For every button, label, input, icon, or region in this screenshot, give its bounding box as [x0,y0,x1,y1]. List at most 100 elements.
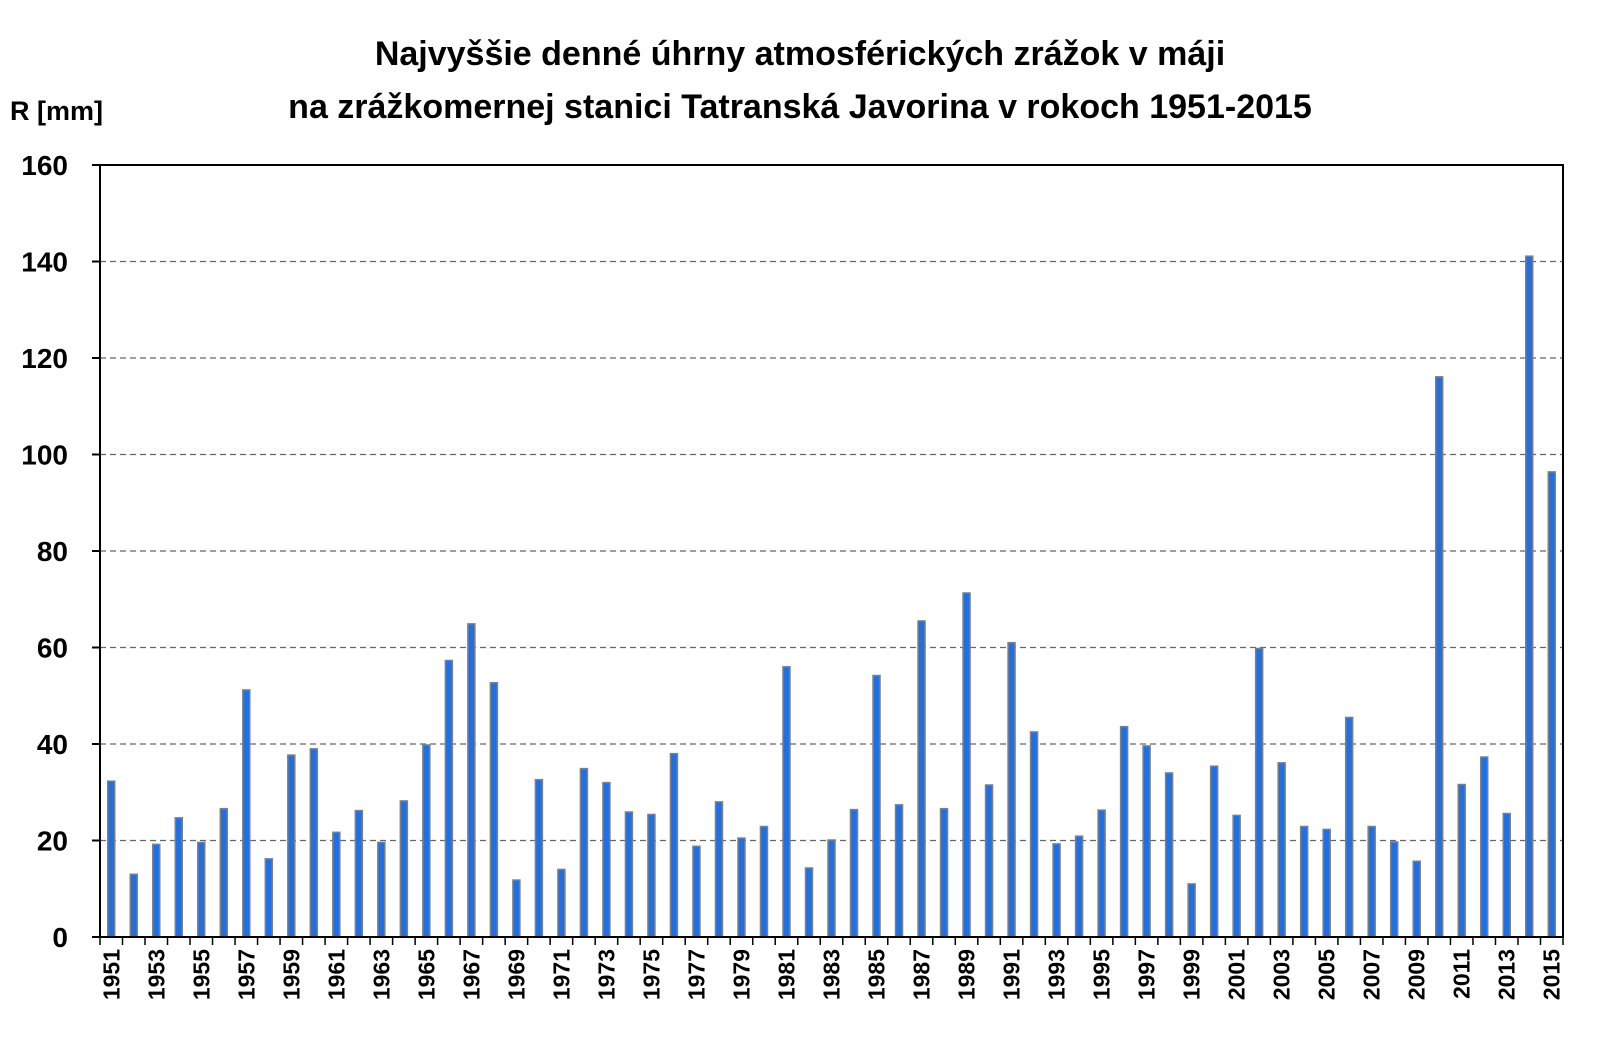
bar [332,831,341,938]
bar [1209,765,1219,938]
bar [174,817,184,938]
bar [714,801,724,938]
bar [579,767,589,938]
bar [1164,772,1174,938]
x-tick-label: 1971 [548,949,574,1000]
bar [1412,860,1421,938]
x-tick-label: 1953 [143,949,169,1000]
x-tick-label: 1991 [999,949,1025,1000]
y-tick-label: 0 [52,922,68,953]
chart-title-line-1: Najvyššie denné úhrny atmosférických zrá… [374,35,1226,73]
bar [827,839,836,938]
x-tick-label: 1957 [233,949,259,1000]
bars [107,255,1556,938]
x-tick-label: 1993 [1044,949,1070,1000]
x-tick-label: 1987 [909,949,935,1000]
x-tick-label: 1985 [864,949,890,1000]
x-tick-label: 2009 [1404,949,1430,1000]
x-tick-label: 1961 [323,949,349,1000]
bar [602,781,611,938]
bar [264,858,274,938]
bar [354,809,364,938]
bar [557,868,566,938]
bar [1074,835,1084,938]
y-tick-label: 100 [21,440,68,471]
bar [309,748,319,938]
bar [219,807,229,938]
bar [129,873,139,938]
bar [1479,756,1489,938]
bar [242,689,251,938]
bar [1502,812,1511,938]
bar [1052,843,1061,938]
x-tick-label: 1965 [413,949,439,1000]
bar [287,754,296,938]
bar [1232,814,1241,938]
bar [1344,716,1354,938]
bar [489,681,499,938]
bar [692,845,701,938]
bar [962,592,971,938]
y-tick-label: 120 [21,343,68,374]
bar [1434,376,1444,938]
bar [107,780,116,938]
x-tick-label: 1967 [458,949,484,1000]
bar [1367,825,1376,938]
x-tick-label: 1955 [188,949,214,1000]
x-tick-label: 1979 [728,949,754,1000]
bar [759,825,769,938]
bar [1389,841,1399,938]
bar [669,752,679,938]
y-tick-label: 20 [37,826,68,857]
y-tick-label: 140 [21,247,68,278]
bar [152,843,161,938]
bar [872,674,881,938]
x-axis: 1951 1953 1955 1957 1959 1961 1963 1965 1967 1969… [98,937,1565,1000]
x-tick-label: 1969 [503,949,529,1000]
x-tick-label: 2013 [1494,949,1520,1000]
x-tick-label: 1981 [773,949,799,1000]
y-tick-label: 40 [37,729,68,760]
x-tick-label: 2011 [1449,949,1475,999]
y-tick-label: 160 [21,150,68,181]
bar [737,837,746,938]
x-tick-label: 1975 [638,949,664,1000]
bar [1119,725,1129,938]
y-tick-label: 80 [37,536,68,567]
bar [1254,647,1264,938]
bar [1457,783,1466,938]
bar [1524,255,1534,938]
x-tick-label: 1997 [1134,949,1160,1000]
x-tick-label: 1983 [819,949,845,1000]
bar [894,804,904,938]
bar [512,879,521,938]
bar [1277,762,1286,938]
bar [939,807,949,938]
chart-title: Najvyššie denné úhrny atmosférických zrá… [0,28,1600,134]
chart-title-line-2: na zrážkomernej stanici Tatranská Javori… [288,88,1312,126]
x-tick-label: 2001 [1224,949,1250,1000]
x-tick-label: 1989 [954,949,980,1000]
bar [647,813,656,938]
x-tick-label: 2015 [1539,949,1565,1000]
bar [1547,471,1556,938]
bar [1097,809,1106,938]
bar [1007,641,1016,938]
bar [399,800,409,938]
x-tick-label: 1995 [1089,949,1115,1000]
x-tick-label: 2005 [1314,949,1340,1000]
x-tick-label: 1977 [683,949,709,1000]
bar [444,659,454,938]
bar [849,808,859,938]
y-tick-label: 60 [37,633,68,664]
bar [782,666,791,938]
bar [467,623,476,938]
x-tick-label: 1963 [368,949,394,1000]
bar [624,811,634,938]
bar [804,867,814,938]
x-tick-label: 1951 [98,949,124,1000]
y-axis-label: R [mm] [10,96,103,126]
x-tick-label: 1973 [593,949,619,1000]
bar [197,841,206,938]
